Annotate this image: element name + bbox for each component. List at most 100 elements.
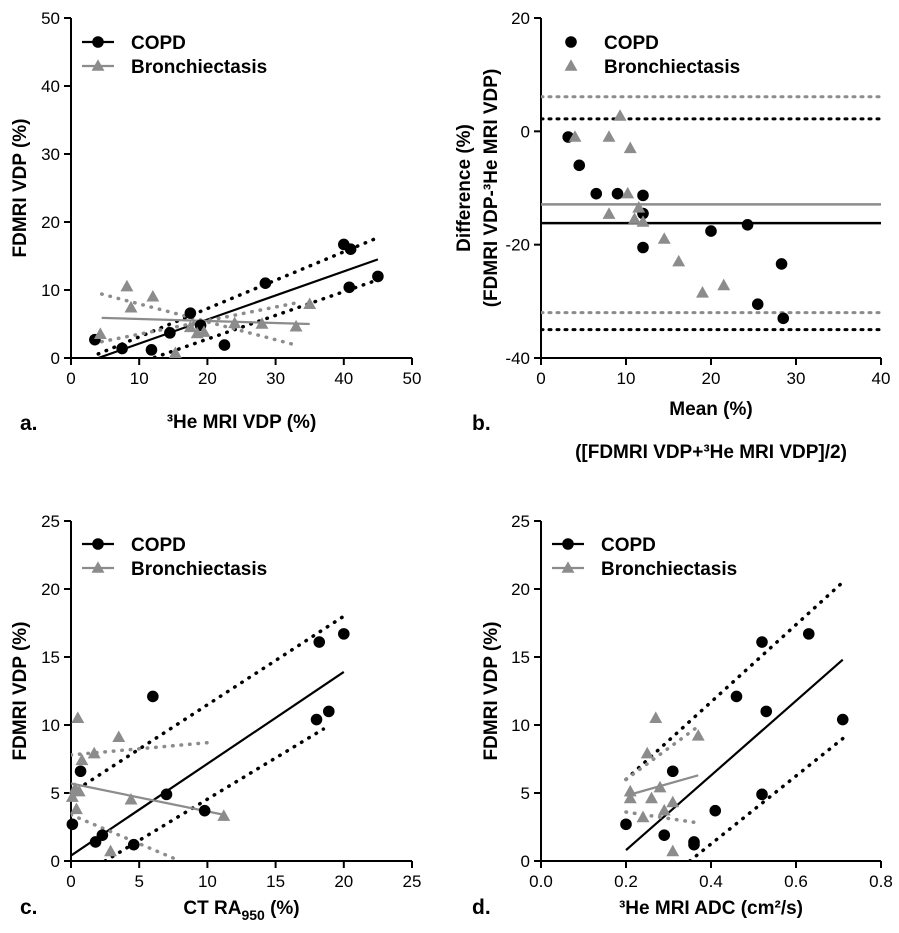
confidence-band-line <box>71 740 210 757</box>
plot-area <box>541 95 881 332</box>
y-tick-label: 20 <box>41 580 60 599</box>
data-point-bronchiectasis <box>71 711 85 723</box>
data-point-bronchiectasis <box>168 346 182 358</box>
data-point-bronchiectasis <box>69 802 83 815</box>
y-tick-label: 10 <box>41 716 60 735</box>
panel-letter: d. <box>472 896 491 919</box>
panel-d-scatter: 0.0 0.2 0.4 0.6 0.8 0 5 10 15 20 25 ³He MRI ADC (cm… <box>472 512 893 919</box>
x-tick-label: 30 <box>787 369 806 388</box>
data-point-copd <box>66 818 79 831</box>
y-tick-label: 15 <box>511 648 530 667</box>
confidence-band-line <box>71 813 182 861</box>
x-tick-label: 50 <box>403 369 422 388</box>
data-point-copd <box>338 628 350 640</box>
data-point-bronchiectasis <box>65 790 79 802</box>
data-point-bronchiectasis <box>691 729 705 741</box>
y-tick-label: 15 <box>41 648 60 667</box>
data-point-copd <box>756 636 768 648</box>
data-point-copd <box>637 189 649 202</box>
legend-label: COPD <box>131 535 186 556</box>
x-tick-label: 5 <box>134 872 143 891</box>
data-point-copd <box>145 344 158 356</box>
data-point-copd <box>666 765 679 778</box>
data-point-copd <box>802 628 815 640</box>
data-point-copd <box>127 838 140 851</box>
data-point-copd <box>344 243 357 255</box>
confidence-band-line <box>688 736 845 861</box>
plot-area <box>71 614 346 861</box>
x-tick-label: 0.2 <box>614 872 638 891</box>
data-point-copd <box>620 818 632 831</box>
legend-label: COPD <box>131 33 186 54</box>
legend-label: COPD <box>601 535 656 556</box>
y-axis-label: Difference (%) <box>454 124 475 252</box>
x-tick-label: 0.6 <box>784 872 808 891</box>
confidence-band-line <box>96 235 380 356</box>
data-point-bronchiectasis <box>717 278 731 291</box>
data-point-copd <box>147 690 159 703</box>
x-tick-label: 0 <box>66 872 75 891</box>
y-tick-label: 50 <box>41 9 60 28</box>
data-point-copd <box>658 829 671 841</box>
data-point-bronchiectasis <box>636 215 650 227</box>
data-point-bronchiectasis <box>303 297 317 310</box>
y-tick-label: 30 <box>41 145 60 164</box>
data-point-copd <box>709 804 722 817</box>
data-point-copd <box>756 788 768 801</box>
data-point-bronchiectasis <box>289 319 303 332</box>
data-point-bronchiectasis <box>666 795 680 808</box>
x-axis-label: Mean (%) <box>669 399 752 420</box>
data-point-bronchiectasis <box>672 254 686 267</box>
x-axis-label-text: ³He MRI ADC (cm²/s) <box>619 898 803 919</box>
data-point-bronchiectasis <box>602 130 616 142</box>
x-tick-label: 0.4 <box>699 872 723 891</box>
data-point-copd <box>760 705 773 718</box>
data-point-bronchiectasis <box>72 784 86 797</box>
y-tick-label: 10 <box>511 716 530 735</box>
panel-letter: b. <box>472 412 491 435</box>
data-point-bronchiectasis <box>183 320 197 333</box>
data-point-copd <box>116 342 128 355</box>
data-point-copd <box>730 690 743 703</box>
confidence-band-line <box>147 278 380 358</box>
data-point-copd <box>751 298 764 310</box>
panel-letter: a. <box>20 412 38 435</box>
x-axis-label: ³He MRI VDP (%) <box>167 412 317 433</box>
y-axis-label-secondary: (FDMRI VDP-³He MRI VDP) <box>481 69 502 308</box>
legend-label: Bronchiectasis <box>601 559 737 580</box>
data-point-copd <box>74 765 87 778</box>
data-point-copd <box>688 838 700 851</box>
data-point-bronchiectasis <box>602 207 616 219</box>
x-tick-label: 25 <box>403 872 422 891</box>
x-axis-label: ³He MRI ADC (cm²/s) <box>619 898 803 919</box>
legend-marker-circle <box>565 36 577 48</box>
data-point-bronchiectasis <box>93 327 107 339</box>
legend-label: COPD <box>604 33 659 54</box>
x-tick-label: 30 <box>266 369 285 388</box>
x-tick-label: 15 <box>266 872 285 891</box>
regression-line <box>71 782 224 816</box>
data-point-bronchiectasis <box>621 186 635 199</box>
data-point-bronchiectasis <box>645 791 658 804</box>
y-axis-label: FDMRI VDP (%) <box>10 119 31 258</box>
panel-c-scatter: 0 5 10 15 20 25 0 5 10 15 20 25 CT RA950 (%) FDMRI VD… <box>10 512 421 923</box>
x-tick-label: 10 <box>198 872 217 891</box>
data-point-bronchiectasis <box>636 810 650 823</box>
data-point-bronchiectasis <box>640 746 654 759</box>
regression-line <box>101 316 310 326</box>
x-axis-label-subscript: 950 <box>241 907 265 923</box>
legend-marker-circle <box>92 538 104 550</box>
data-point-bronchiectasis <box>613 109 627 121</box>
data-point-copd <box>590 187 603 200</box>
legend-marker-triangle <box>91 59 105 71</box>
y-tick-label: 10 <box>41 281 60 300</box>
x-tick-label: 40 <box>334 369 353 388</box>
y-tick-label: 25 <box>41 512 60 531</box>
data-point-copd <box>184 307 197 319</box>
regression-line <box>71 671 345 857</box>
x-tick-label: 40 <box>872 369 891 388</box>
data-point-bronchiectasis <box>568 130 582 142</box>
data-point-copd <box>218 339 231 351</box>
data-point-copd <box>313 636 326 648</box>
